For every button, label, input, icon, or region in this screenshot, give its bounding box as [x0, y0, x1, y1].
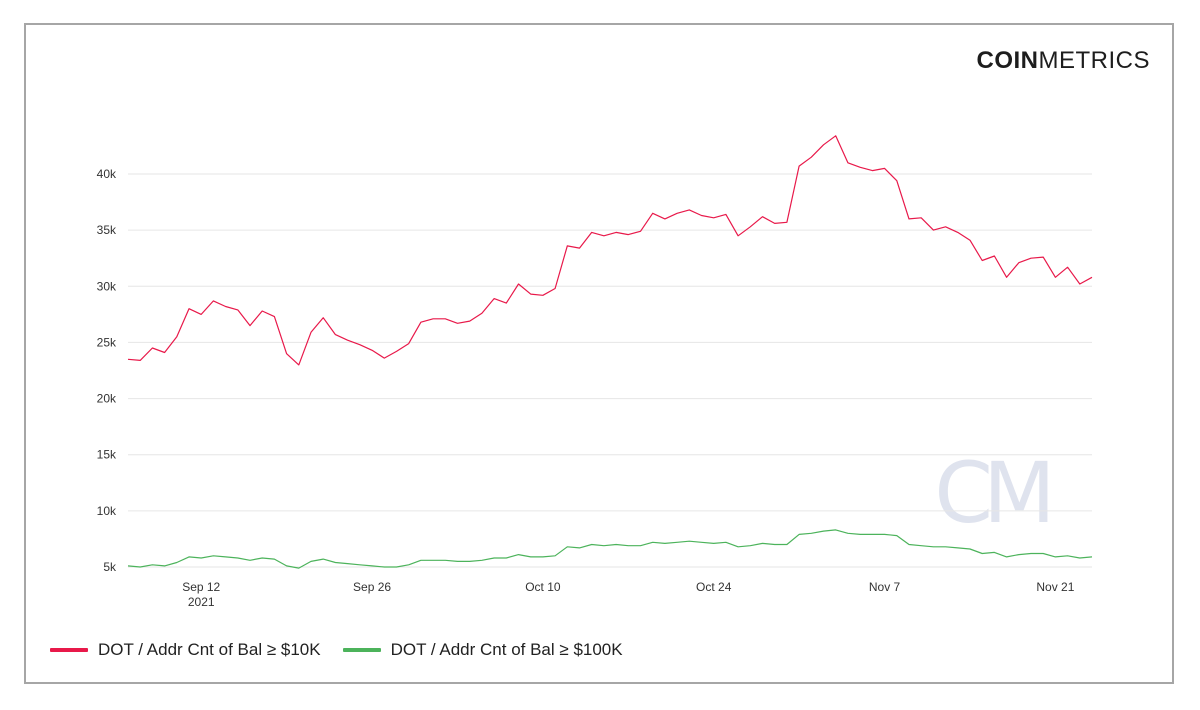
- cm-watermark: CM: [934, 444, 1048, 542]
- legend-swatch-10k: [50, 648, 88, 652]
- x-tick-year-label: 2021: [188, 595, 215, 609]
- logo-bold-text: COIN: [976, 47, 1039, 74]
- y-tick-label: 10k: [97, 504, 117, 518]
- logo-regular-text: METRICS: [1038, 47, 1150, 74]
- series-line-1: [127, 529, 1093, 569]
- chart-frame: [24, 23, 1174, 684]
- legend-label-100k: DOT / Addr Cnt of Bal ≥ $100K: [390, 640, 623, 659]
- x-tick-label: Nov 7: [869, 580, 901, 594]
- x-tick-label: Oct 24: [696, 580, 732, 594]
- coinmetrics-logo: COINMETRICS: [977, 47, 1151, 75]
- legend-item-10k[interactable]: DOT / Addr Cnt of Bal ≥ $10K: [50, 640, 321, 660]
- y-tick-label: 25k: [97, 335, 117, 349]
- y-tick-label: 5k: [103, 560, 117, 574]
- legend-item-100k[interactable]: DOT / Addr Cnt of Bal ≥ $100K: [342, 640, 623, 660]
- x-tick-label: Sep 26: [353, 580, 391, 594]
- y-tick-label: 35k: [97, 223, 117, 237]
- x-tick-label: Sep 12: [182, 580, 220, 594]
- x-tick-label: Oct 10: [525, 580, 561, 594]
- series-line-0: [127, 135, 1093, 366]
- y-tick-label: 15k: [97, 448, 117, 462]
- legend-label-10k: DOT / Addr Cnt of Bal ≥ $10K: [98, 640, 321, 659]
- y-tick-label: 20k: [97, 392, 117, 406]
- x-tick-label: Nov 21: [1036, 580, 1074, 594]
- legend-swatch-100k: [342, 648, 381, 652]
- y-tick-label: 30k: [97, 279, 117, 293]
- y-tick-label: 40k: [97, 167, 117, 181]
- legend: DOT / Addr Cnt of Bal ≥ $10K DOT / Addr …: [50, 640, 645, 660]
